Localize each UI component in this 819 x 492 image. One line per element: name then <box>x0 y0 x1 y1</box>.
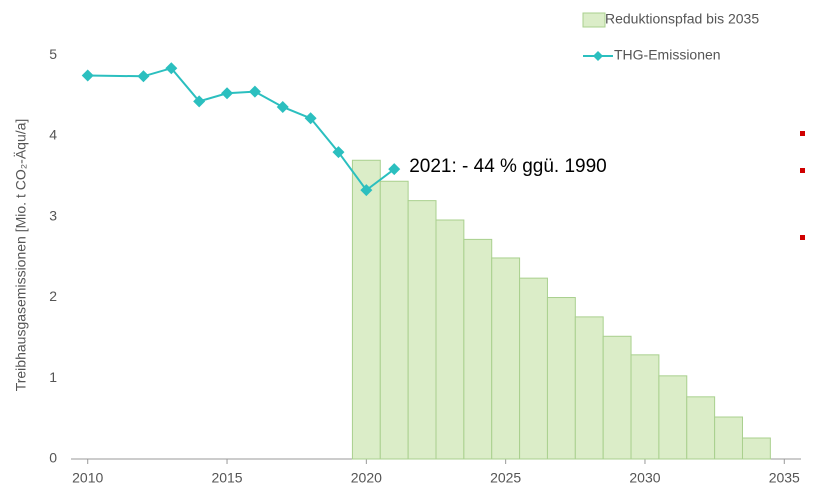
bar <box>658 375 688 460</box>
point <box>165 62 178 75</box>
x-tick-label: 2030 <box>629 470 660 486</box>
point <box>332 146 345 159</box>
x-tick-label: 2020 <box>351 470 382 486</box>
point <box>276 100 289 113</box>
point <box>221 87 234 100</box>
bar <box>741 437 771 460</box>
bar <box>546 297 576 460</box>
point <box>248 85 261 98</box>
bar <box>519 277 548 460</box>
point <box>304 112 317 125</box>
bar <box>602 335 632 460</box>
annotation: 2021: - 44 % ggü. 1990 <box>409 156 607 177</box>
marker <box>800 235 805 240</box>
point <box>81 69 94 82</box>
point <box>193 95 206 108</box>
line <box>87 67 395 192</box>
marker <box>800 131 805 136</box>
bar <box>630 354 660 460</box>
point <box>360 184 373 197</box>
y-tick-label: 0 <box>49 450 57 466</box>
legend-swatch <box>582 12 606 28</box>
y-tick-label: 2 <box>49 288 57 304</box>
point <box>388 163 401 176</box>
bar <box>379 180 409 460</box>
y-tick-label: 1 <box>49 369 57 385</box>
x-tick-label: 2010 <box>72 470 103 486</box>
marker <box>800 168 805 173</box>
point <box>137 70 150 83</box>
legend-label: Reduktionspfad bis 2035 <box>605 11 759 27</box>
legend-label: THG-Emissionen <box>614 47 721 63</box>
x-tick-label: 2015 <box>211 470 242 486</box>
bar <box>435 219 465 460</box>
bar <box>686 396 716 460</box>
y-axis-label: Treibhausgasemissionen [Mio. t CO₂-Äqu/a… <box>13 119 29 392</box>
bar <box>463 238 493 460</box>
bar <box>351 159 381 460</box>
bar <box>407 200 437 460</box>
y-tick-label: 3 <box>49 207 57 223</box>
bar <box>714 416 743 460</box>
x-tick-label: 2035 <box>769 470 800 486</box>
legend-swatch <box>593 51 603 61</box>
y-tick-label: 4 <box>49 127 57 143</box>
bar <box>491 257 521 460</box>
y-tick-label: 5 <box>49 46 57 62</box>
x-tick-label: 2025 <box>490 470 521 486</box>
bar <box>574 316 604 460</box>
